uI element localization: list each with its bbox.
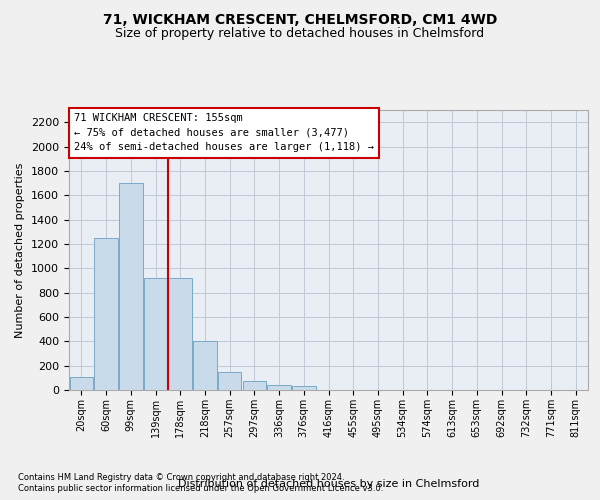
- Text: Contains HM Land Registry data © Crown copyright and database right 2024.: Contains HM Land Registry data © Crown c…: [18, 472, 344, 482]
- Bar: [242, 382, 266, 390]
- Text: 71, WICKHAM CRESCENT, CHELMSFORD, CM1 4WD: 71, WICKHAM CRESCENT, CHELMSFORD, CM1 4W…: [103, 12, 497, 26]
- Bar: [94, 238, 118, 390]
- Bar: [144, 278, 167, 390]
- Bar: [268, 385, 291, 390]
- Bar: [193, 342, 217, 390]
- Bar: [292, 386, 316, 390]
- Bar: [70, 376, 93, 390]
- Text: Size of property relative to detached houses in Chelmsford: Size of property relative to detached ho…: [115, 28, 485, 40]
- X-axis label: Distribution of detached houses by size in Chelmsford: Distribution of detached houses by size …: [178, 479, 479, 489]
- Y-axis label: Number of detached properties: Number of detached properties: [16, 162, 25, 338]
- Bar: [119, 183, 143, 390]
- Text: 71 WICKHAM CRESCENT: 155sqm
← 75% of detached houses are smaller (3,477)
24% of : 71 WICKHAM CRESCENT: 155sqm ← 75% of det…: [74, 113, 374, 152]
- Bar: [169, 278, 192, 390]
- Text: Contains public sector information licensed under the Open Government Licence v3: Contains public sector information licen…: [18, 484, 383, 493]
- Bar: [218, 372, 241, 390]
